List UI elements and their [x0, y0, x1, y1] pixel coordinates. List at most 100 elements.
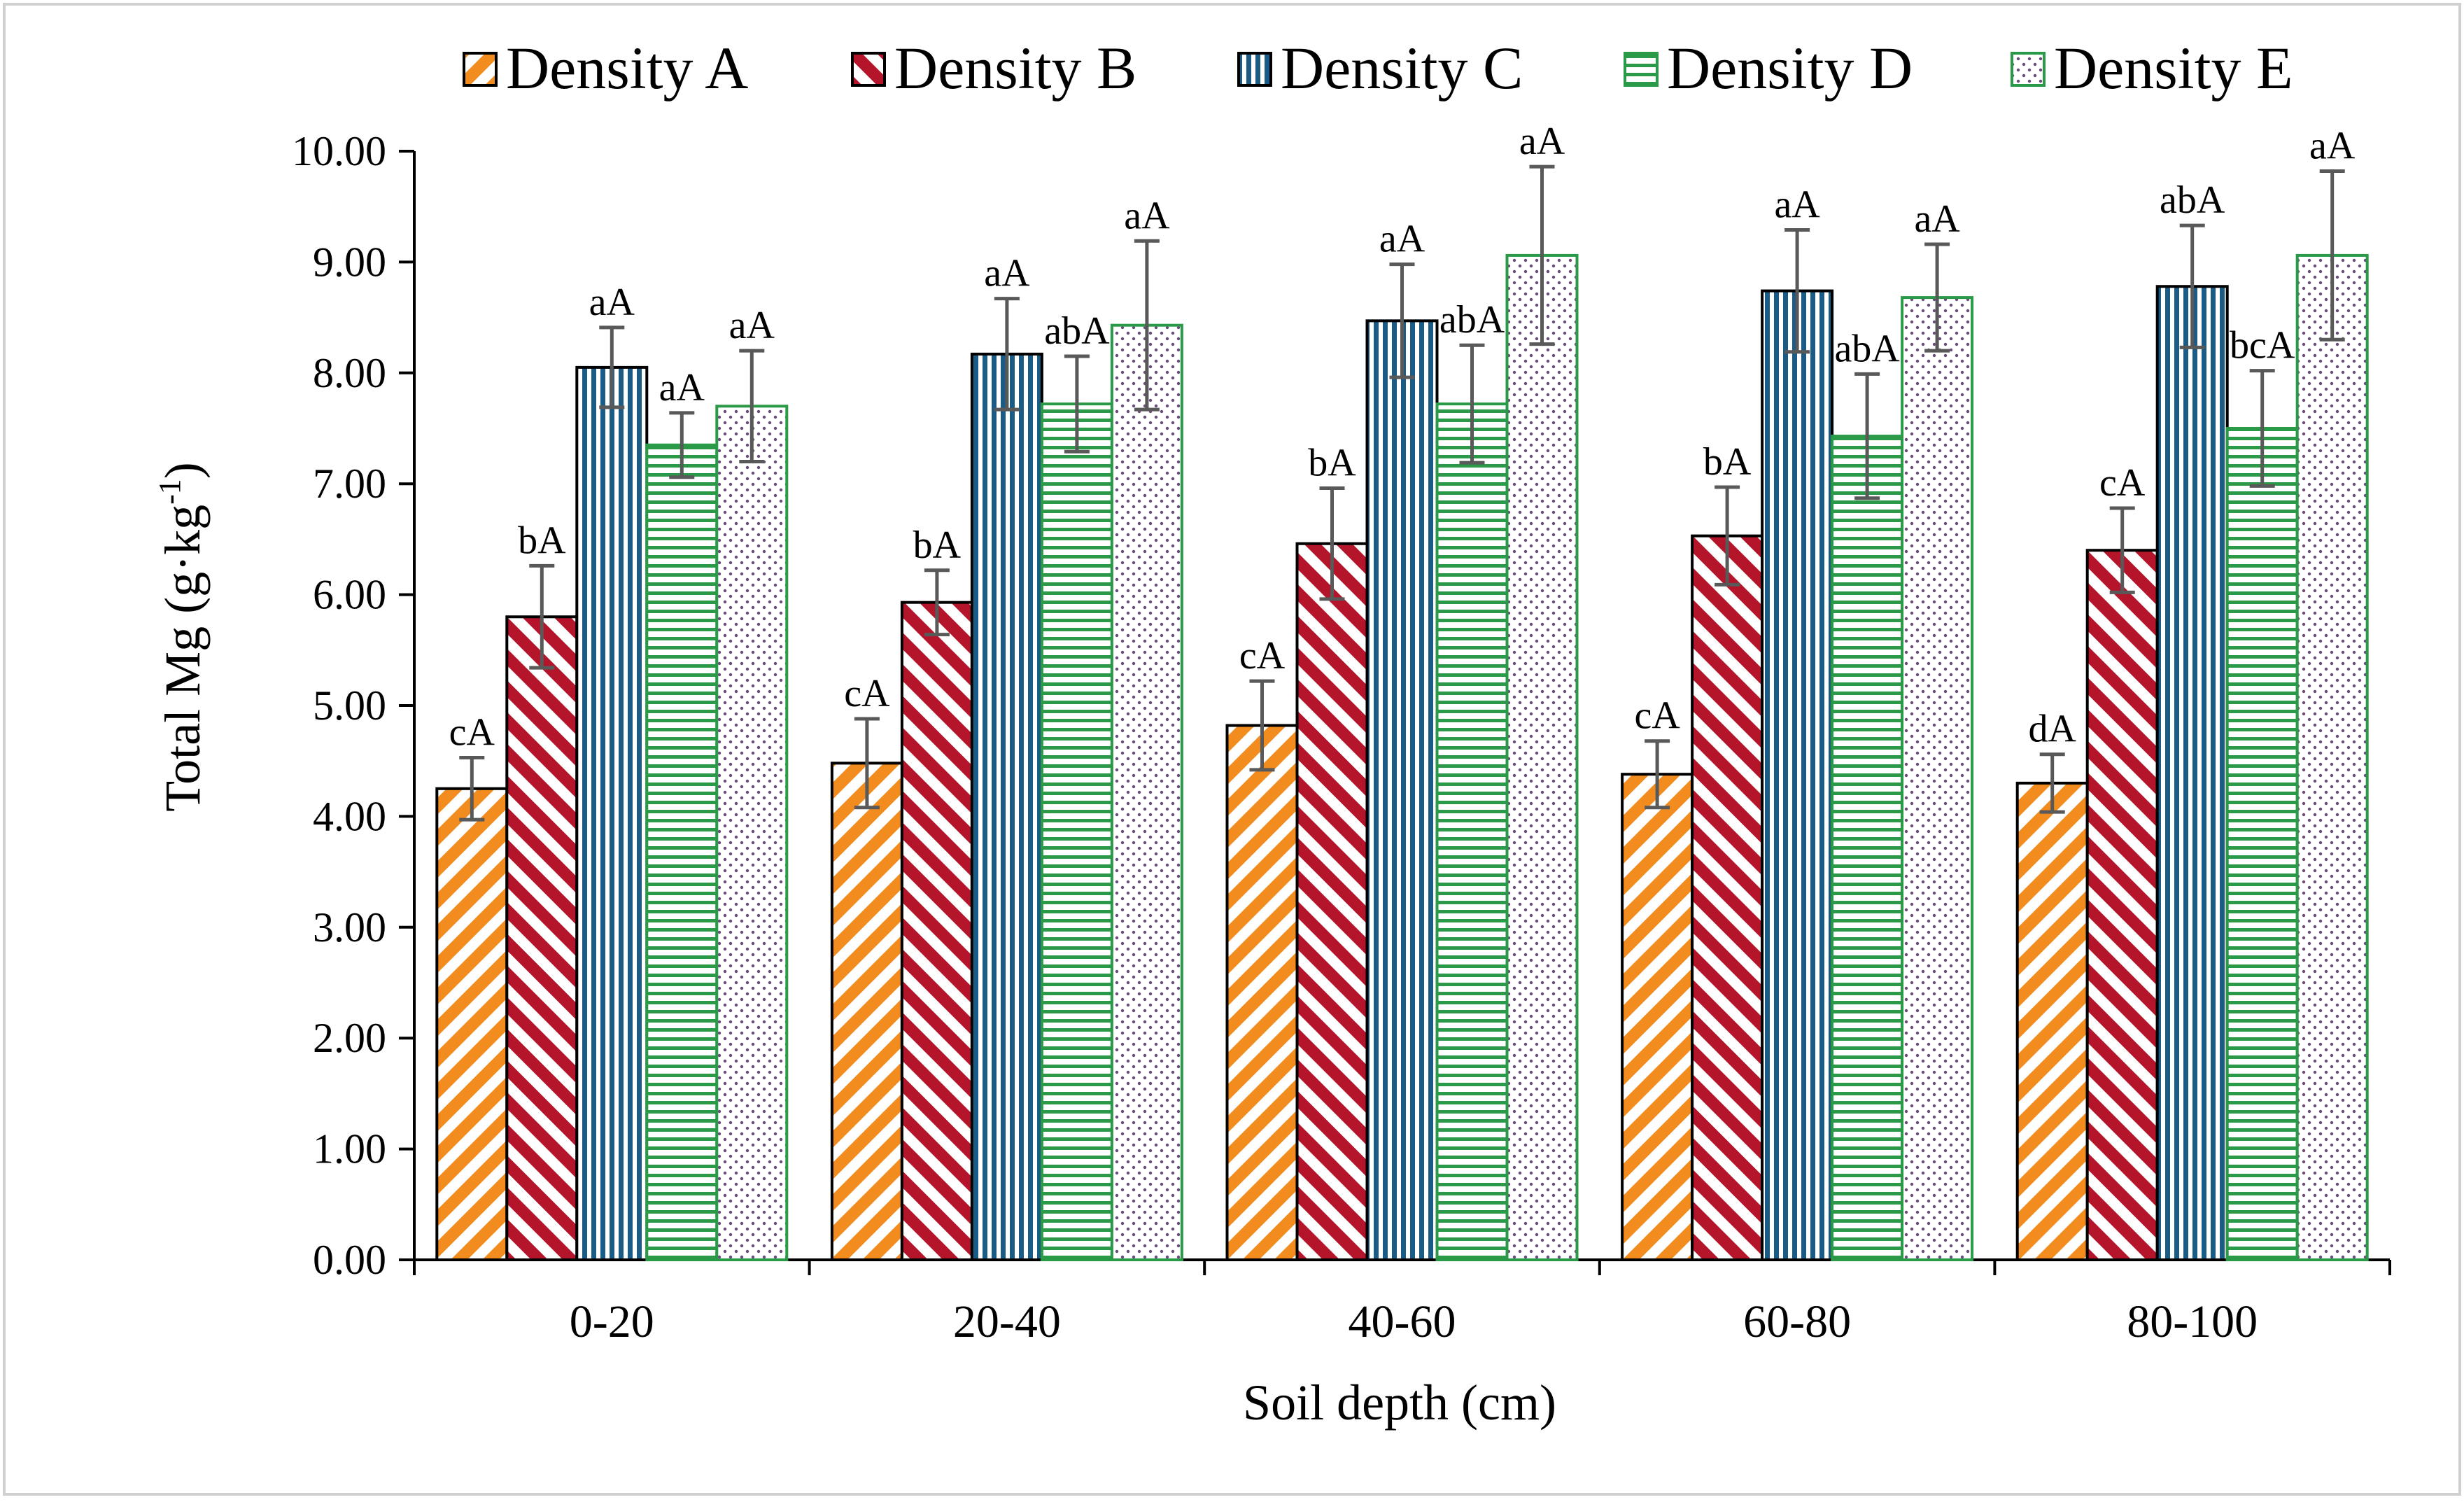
bar-density-b — [505, 615, 579, 1261]
bar-density-d — [2225, 427, 2299, 1261]
bar-density-a — [2015, 781, 2089, 1261]
significance-label: cA — [449, 710, 495, 754]
significance-label: abA — [1834, 327, 1900, 370]
significance-label: aA — [1774, 183, 1820, 226]
legend-label: Density B — [894, 34, 1136, 101]
legend-item: Density D — [1624, 34, 1913, 101]
legend-label: Density C — [1281, 34, 1523, 101]
error-bar — [994, 297, 1020, 412]
y-tick-label: 8.00 — [313, 350, 386, 396]
y-tick-label: 2.00 — [313, 1015, 386, 1061]
error-bar — [1389, 262, 1415, 379]
y-tick-label: 6.00 — [313, 572, 386, 618]
legend-item: Density A — [463, 34, 748, 101]
x-tick-label: 60-80 — [1743, 1296, 1851, 1347]
significance-label: aA — [1379, 218, 1425, 261]
significance-label: abA — [1044, 309, 1110, 353]
y-tick-label: 3.00 — [313, 904, 386, 950]
error-bar — [1249, 679, 1275, 772]
bar-density-a — [1621, 773, 1694, 1261]
significance-label: bA — [518, 519, 566, 562]
legend-label: Density D — [1667, 34, 1913, 101]
legend-label: Density A — [506, 34, 748, 101]
error-bar — [854, 717, 880, 810]
y-axis-title-superscript: -1 — [153, 479, 187, 505]
legend-swatch — [1237, 52, 1272, 87]
bar-density-b — [900, 601, 973, 1261]
error-bar — [2319, 169, 2345, 342]
error-bar — [459, 755, 485, 822]
bar-density-e — [715, 405, 789, 1262]
legend-item: Density E — [2011, 34, 2293, 101]
bar-density-c — [1761, 289, 1834, 1262]
bar-density-a — [1225, 724, 1299, 1261]
significance-label: cA — [844, 672, 890, 715]
significance-label: bcA — [2230, 324, 2295, 367]
bar-density-d — [1831, 435, 1904, 1261]
significance-label: aA — [589, 281, 635, 324]
y-axis-title-close: ) — [155, 462, 211, 479]
significance-label: aA — [2309, 125, 2356, 168]
legend-swatch — [2011, 52, 2046, 87]
error-bar — [1134, 239, 1160, 412]
y-axis: 0.00 1.00 2.00 3.00 4.00 5.00 6.00 7.00 8.00 9.00… — [292, 128, 416, 1283]
x-axis: 0-20 20-40 40-60 60-80 80-100 — [413, 1258, 2391, 1347]
significance-label: aA — [1519, 120, 1565, 163]
y-axis-title-group: Total Mg (g·kg-1) — [153, 462, 211, 812]
legend: Density A Density B Density C Density D Dens… — [463, 34, 2293, 101]
bar-density-d — [645, 443, 719, 1261]
y-tick-label: 5.00 — [313, 682, 386, 729]
significance-label: aA — [984, 252, 1030, 295]
bar-density-c — [970, 352, 1043, 1262]
significance-label: abA — [2160, 178, 2225, 222]
bars-group: cA bA aA aA aA cA bA aA abA aA cA bA aA abA aA cA bA aA ab… — [435, 120, 2369, 1262]
bar-density-a — [435, 787, 509, 1262]
error-bar — [1319, 486, 1345, 601]
error-bar — [739, 349, 765, 464]
error-bar — [2109, 506, 2135, 594]
error-bar — [2039, 752, 2065, 814]
x-tick-label: 0-20 — [570, 1296, 654, 1347]
error-bar — [529, 563, 555, 670]
legend-swatch — [851, 52, 886, 87]
significance-label: aA — [1914, 197, 1960, 241]
bar-density-d — [1040, 402, 1113, 1261]
significance-label: bA — [1308, 442, 1356, 485]
significance-label: aA — [729, 304, 775, 347]
error-bar — [669, 411, 695, 479]
y-axis-title-main: Total Mg (g·kg — [155, 505, 211, 812]
error-bar — [924, 568, 950, 637]
bar-density-c — [575, 365, 649, 1261]
x-tick-label: 20-40 — [953, 1296, 1061, 1347]
legend-swatch — [1624, 52, 1659, 87]
bar-density-a — [830, 761, 903, 1262]
bar-density-b — [1691, 534, 1764, 1262]
error-bar — [1064, 354, 1090, 454]
y-tick-label: 1.00 — [313, 1126, 386, 1172]
bar-density-c — [1365, 319, 1439, 1261]
error-bar — [2179, 223, 2205, 349]
significance-label: cA — [1239, 634, 1286, 678]
bar-density-b — [1295, 542, 1369, 1261]
significance-label: aA — [659, 366, 705, 409]
error-bar — [1529, 164, 1555, 346]
y-tick-label: 7.00 — [313, 461, 386, 507]
error-bar — [599, 325, 625, 409]
significance-label: bA — [1703, 440, 1752, 484]
legend-label: Density E — [2054, 34, 2293, 101]
error-bar — [1924, 242, 1950, 353]
bar-density-e — [2295, 253, 2369, 1261]
error-bar — [1784, 227, 1810, 354]
significance-label: bA — [913, 524, 962, 567]
significance-label: abA — [1439, 298, 1505, 342]
error-bar — [1459, 343, 1485, 465]
legend-item: Density C — [1237, 34, 1523, 101]
x-tick-label: 80-100 — [2127, 1296, 2258, 1347]
y-tick-label: 4.00 — [313, 793, 386, 839]
x-axis-title: Soil depth (cm) — [1243, 1375, 1556, 1431]
significance-label: dA — [2028, 708, 2076, 751]
bar-density-c — [2155, 285, 2229, 1261]
significance-label: cA — [2099, 461, 2146, 505]
